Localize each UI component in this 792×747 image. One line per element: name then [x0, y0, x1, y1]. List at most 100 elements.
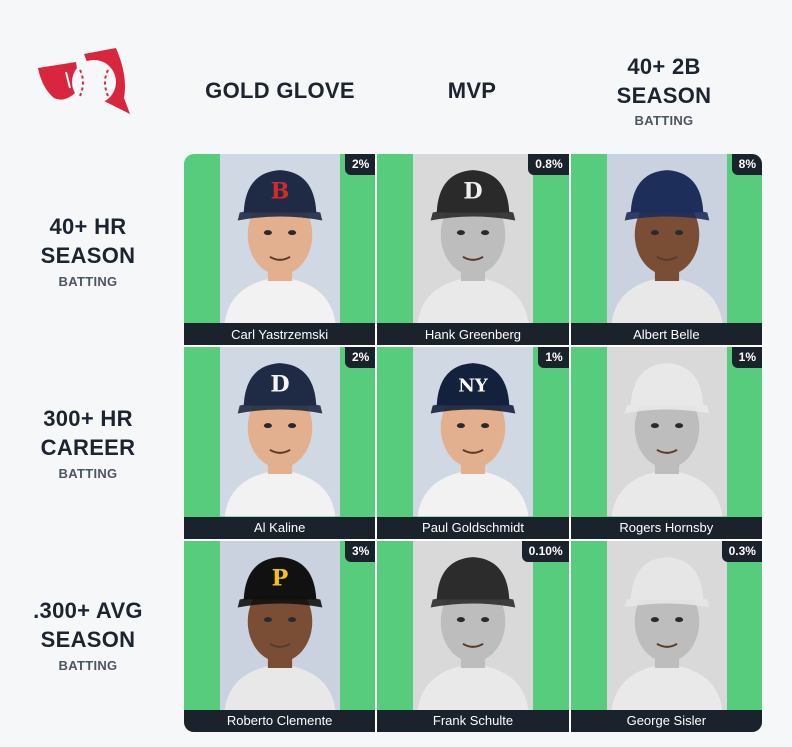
row-header-1: 40+ HR SEASON BATTING [0, 154, 176, 346]
right-eye-shape [288, 230, 297, 236]
grid-cell[interactable]: NY 1% Paul Goldschmidt [377, 347, 569, 539]
right-eye-shape [288, 423, 297, 429]
cap-brim-shape [237, 208, 323, 221]
column-header-2: MVP [376, 40, 568, 140]
grid-cell[interactable]: B 2% Carl Yastrzemski [184, 154, 376, 346]
rarity-badge: 2% [344, 154, 376, 175]
row-header-title: 40+ HR SEASON [40, 213, 136, 268]
baseball-logo-icon [36, 48, 130, 114]
jersey-shape [224, 276, 336, 324]
mouth-shape [462, 255, 484, 261]
left-eye-shape [650, 423, 659, 429]
cap-brim-shape [237, 595, 323, 608]
row-header-subtitle: BATTING [58, 657, 118, 673]
jersey-shape [224, 663, 336, 710]
cap-crown-shape [437, 556, 510, 600]
row-header-title: 300+ HR CAREER [40, 405, 136, 460]
jersey-shape [417, 276, 529, 324]
jersey-shape [224, 470, 336, 517]
player-photo: D [220, 347, 340, 517]
left-eye-shape [457, 423, 466, 429]
player-photo: P [220, 540, 340, 710]
player-photo [606, 347, 727, 517]
player-name: Roberto Clemente [184, 709, 376, 732]
player-photo: D [413, 154, 534, 324]
grid-cell[interactable]: D 0.8% Hank Greenberg [377, 154, 569, 346]
column-header-title: MVP [447, 77, 497, 103]
cap-logo-letter: NY [459, 376, 490, 397]
mouth-shape [269, 642, 291, 648]
row-header-title: .300+ AVG SEASON [33, 597, 143, 652]
grid-cell[interactable]: 0.3% George Sisler [570, 540, 762, 732]
cap-brim-shape [430, 208, 516, 221]
rarity-badge: 2% [344, 347, 376, 369]
left-eye-shape [457, 616, 466, 622]
right-eye-shape [674, 230, 683, 236]
row-header-3: .300+ AVG SEASON BATTING [0, 538, 176, 730]
player-grid: B 2% Carl Yastrzemski D 0.8% Hank Greenb… [184, 154, 762, 732]
left-eye-shape [650, 230, 659, 236]
rarity-badge: 0.10% [521, 540, 569, 562]
right-eye-shape [481, 423, 490, 429]
row-header-subtitle: BATTING [58, 465, 118, 481]
mouth-shape [656, 255, 678, 261]
cap-crown-shape [243, 556, 317, 600]
jersey-shape [417, 663, 529, 710]
cap-crown-shape [630, 170, 703, 213]
row-header-2: 300+ HR CAREER BATTING [0, 346, 176, 538]
column-header-1: GOLD GLOVE [184, 40, 376, 140]
jersey-shape [611, 470, 723, 517]
cap-crown-shape [630, 363, 703, 406]
left-eye-shape [263, 616, 272, 622]
grid-cell[interactable]: 0.10% Frank Schulte [377, 540, 569, 732]
player-photo: B [220, 154, 340, 324]
column-header-title: GOLD GLOVE [205, 77, 355, 103]
left-eye-shape [650, 616, 659, 622]
cap-brim-shape [430, 401, 516, 414]
cap-crown-shape [437, 363, 510, 406]
rarity-badge: 0.3% [721, 540, 762, 562]
rarity-badge: 1% [538, 347, 569, 369]
column-header-3: 40+ 2B SEASON BATTING [568, 40, 760, 140]
grid-cell[interactable]: 8% Albert Belle [570, 154, 762, 346]
cap-brim-shape [237, 401, 323, 414]
player-name: Albert Belle [570, 323, 762, 346]
left-eye-shape [457, 230, 466, 236]
mouth-shape [269, 449, 291, 455]
cap-logo-letter: B [271, 178, 290, 204]
right-eye-shape [288, 616, 297, 622]
left-eye-shape [263, 423, 272, 429]
mouth-shape [462, 642, 484, 648]
cap-brim-shape [624, 208, 709, 221]
cap-crown-shape [243, 363, 317, 406]
mouth-shape [656, 642, 678, 648]
cap-crown-shape [437, 170, 510, 213]
right-eye-shape [481, 230, 490, 236]
cap-crown-shape [630, 556, 703, 600]
mouth-shape [462, 449, 484, 455]
mouth-shape [269, 255, 291, 261]
player-name: Hank Greenberg [377, 323, 569, 346]
cap-crown-shape [243, 170, 317, 213]
jersey-shape [611, 276, 723, 324]
grid-cell[interactable]: P 3% Roberto Clemente [184, 540, 376, 732]
cap-logo-letter: P [272, 565, 289, 591]
rarity-badge: 1% [731, 347, 762, 369]
jersey-shape [417, 470, 529, 517]
right-eye-shape [674, 616, 683, 622]
rarity-badge: 0.8% [528, 154, 569, 175]
grid-cell[interactable]: 1% Rogers Hornsby [570, 347, 762, 539]
column-header-title: 40+ 2B SEASON [616, 54, 712, 108]
player-name: Rogers Hornsby [570, 516, 762, 539]
player-name: Carl Yastrzemski [184, 323, 376, 346]
column-header-subtitle: BATTING [634, 113, 694, 128]
cap-brim-shape [430, 595, 516, 608]
right-eye-shape [481, 616, 490, 622]
cap-logo-letter: D [270, 372, 289, 398]
grid-cell[interactable]: D 2% Al Kaline [184, 347, 376, 539]
player-photo [413, 540, 534, 710]
player-photo [606, 154, 727, 324]
cap-brim-shape [624, 595, 709, 608]
player-name: George Sisler [570, 709, 762, 732]
rarity-badge: 8% [731, 154, 762, 175]
